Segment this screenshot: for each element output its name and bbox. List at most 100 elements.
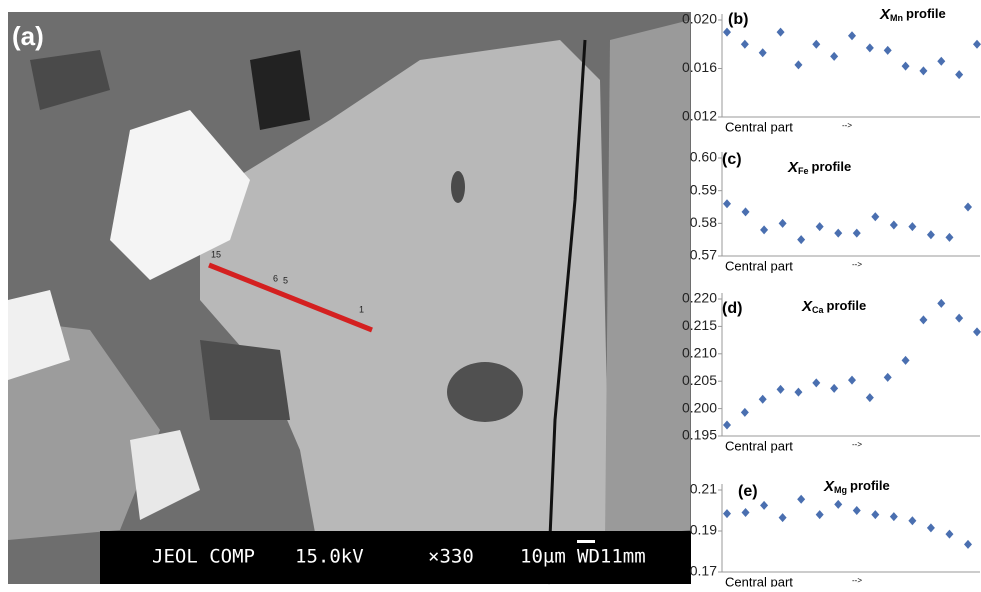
marker — [902, 356, 910, 365]
x-axis-arrow: --> — [842, 121, 852, 130]
scale-bar — [577, 540, 595, 543]
y-tick-label: 0.19 — [690, 522, 717, 538]
title-subscript: Ca — [812, 305, 824, 315]
x-axis-arrow: --> — [852, 440, 862, 449]
point-label: 15 — [211, 249, 221, 259]
marker — [848, 376, 856, 385]
x-axis-label: Central part — [725, 574, 793, 587]
point-label: 5 — [283, 275, 288, 285]
marker — [816, 510, 824, 519]
marker — [973, 327, 981, 336]
y-tick-label: 0.210 — [682, 345, 717, 361]
inclusion — [451, 171, 465, 203]
marker — [759, 395, 767, 404]
marker — [964, 203, 972, 212]
marker — [955, 314, 963, 323]
marker — [853, 229, 861, 238]
marker — [797, 235, 805, 244]
marker — [779, 219, 787, 228]
x-axis-arrow: --> — [852, 576, 862, 585]
footer-text: 15.0kV — [295, 546, 364, 568]
marker — [937, 299, 945, 308]
marker — [866, 393, 874, 402]
marker — [866, 43, 874, 52]
marker — [779, 513, 787, 522]
marker — [937, 57, 945, 66]
point-label: 6 — [273, 273, 278, 283]
marker — [945, 530, 953, 539]
footer-text: ×330 — [428, 546, 474, 568]
y-tick-label: 0.205 — [682, 372, 717, 388]
marker — [777, 28, 785, 37]
marker — [834, 229, 842, 238]
marker — [723, 421, 731, 430]
panel-label: (a) — [12, 21, 44, 51]
sem-image: (a) 15 6 5 1 JEOL COMP 15.0kV ×330 10µm … — [8, 12, 691, 584]
footer-text: 10µm — [520, 546, 566, 568]
marker — [871, 212, 879, 221]
title-text: profile — [812, 159, 852, 174]
x-axis-label: Central part — [725, 258, 793, 273]
y-tick-label: 0.57 — [690, 247, 717, 263]
title-subscript: Fe — [798, 166, 809, 176]
marker — [816, 222, 824, 231]
marker — [742, 508, 750, 517]
marker — [945, 233, 953, 242]
marker — [760, 225, 768, 234]
marker — [927, 230, 935, 239]
marker — [794, 388, 802, 397]
y-tick-label: 0.195 — [682, 427, 717, 443]
marker — [741, 408, 749, 417]
panel-label: (b) — [728, 11, 748, 28]
marker — [927, 523, 935, 532]
marker — [908, 516, 916, 525]
y-tick-label: 0.59 — [690, 181, 717, 197]
marker — [848, 31, 856, 40]
x-axis-label: Central part — [725, 119, 793, 134]
marker — [902, 62, 910, 71]
marker — [955, 70, 963, 79]
title-subscript: Mg — [834, 485, 847, 495]
dark-grain — [200, 340, 290, 420]
marker — [723, 509, 731, 518]
marker — [812, 378, 820, 387]
dark-grain — [250, 50, 310, 130]
y-tick-label: 0.220 — [682, 290, 717, 306]
marker — [834, 500, 842, 509]
marker — [797, 495, 805, 504]
marker — [794, 60, 802, 69]
grain — [605, 20, 690, 540]
panel-label: (d) — [722, 300, 742, 317]
x-axis-label: Central part — [725, 438, 793, 453]
y-tick-label: 0.020 — [682, 11, 717, 27]
marker — [777, 385, 785, 394]
title-subscript: Mn — [890, 13, 903, 23]
title-text: profile — [906, 6, 946, 21]
footer-text: WD11mm — [577, 546, 646, 568]
marker — [871, 510, 879, 519]
point-label: 1 — [359, 304, 364, 314]
marker — [964, 540, 972, 549]
marker — [884, 46, 892, 55]
marker — [812, 40, 820, 49]
marker — [830, 52, 838, 61]
y-tick-label: 0.58 — [690, 214, 717, 230]
title-text: profile — [827, 298, 867, 313]
y-tick-label: 0.200 — [682, 399, 717, 415]
panel-label: (c) — [722, 151, 742, 168]
panel-label: (e) — [738, 483, 758, 500]
marker — [759, 48, 767, 57]
page: (a) 15 6 5 1 JEOL COMP 15.0kV ×330 10µm … — [0, 0, 981, 592]
marker — [742, 207, 750, 216]
x-axis-arrow: --> — [852, 260, 862, 269]
marker — [760, 501, 768, 510]
marker — [919, 66, 927, 75]
marker — [919, 315, 927, 324]
marker — [973, 40, 981, 49]
y-tick-label: 0.016 — [682, 59, 717, 75]
figure: (a) 15 6 5 1 JEOL COMP 15.0kV ×330 10µm … — [0, 0, 981, 587]
marker — [830, 384, 838, 393]
